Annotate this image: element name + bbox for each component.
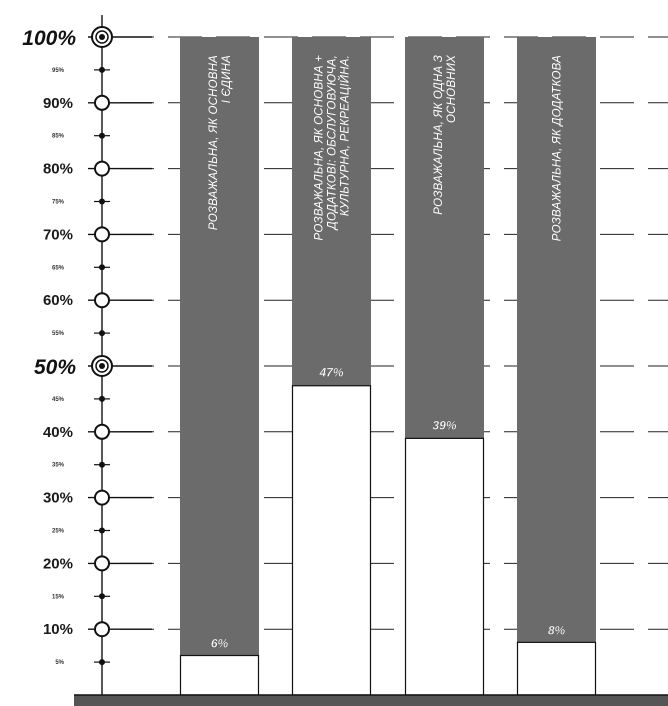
y-tick-label-70: 70% [43,226,73,243]
minor-tick-dot-55 [99,330,105,337]
category-label-2: РОЗВАЖАЛЬНА, ЯК ОСНОВНА + ДОДАТКОВІ: ОБСЛ… [314,55,352,241]
value-label-2: 47% [318,366,343,380]
tick-circle-60 [94,292,110,309]
bars [179,37,597,696]
y-tick-label-40: 40% [43,424,73,441]
minor-tick-dot-5 [99,659,105,666]
category-label-1: РОЗВАЖАЛЬНА, ЯК ОСНОВНА І ЄДИНА [208,55,233,230]
y-tick-label-65: 65% [52,265,65,271]
bar-2 [291,385,372,696]
y-tick-label-90: 90% [43,95,73,112]
tick-circle-40 [94,423,110,440]
minor-tick-dot-75 [99,198,105,205]
tick-circle-30 [94,489,110,506]
y-axis [74,15,668,706]
minor-tick-dot-95 [99,66,105,73]
y-tick-label-35: 35% [52,463,65,469]
value-label-1: 6% [211,637,229,651]
y-tick-label-60: 60% [43,292,73,309]
y-tick-labels: 10% 20% 30% 40% 50% 60% 70% 80% 90% 100% 5% 15% 25% 3… [22,27,76,666]
minor-tick-dot-85 [99,132,105,139]
y-tick-label-100: 100% [22,27,76,50]
y-tick-label-20: 20% [43,555,73,572]
y-tick-label-30: 30% [43,490,73,507]
category-label-1-line-2: І ЄДИНА [221,55,233,103]
y-tick-label-50: 50% [34,356,76,379]
y-tick-label-75: 75% [52,200,65,206]
baseline [74,695,668,706]
value-labels: 6% 47% 39% 8% [211,366,566,651]
y-tick-label-5: 5% [55,660,64,666]
category-label-2-line-3: КУЛЬТУРНА, РЕКРЕАЦІЙНА. [339,55,352,216]
tick-circle-80 [94,160,110,177]
category-label-3: РОЗВАЖАЛЬНА, ЯК ОДНА З ОСНОВНИХ [433,54,458,215]
y-tick-label-55: 55% [52,331,65,337]
bar-4 [516,641,597,696]
y-tick-label-80: 80% [43,161,73,178]
category-label-1-line-1: РОЗВАЖАЛЬНА, ЯК ОСНОВНА [208,55,220,230]
y-tick-label-85: 85% [52,134,65,140]
minor-tick-dot-35 [99,461,105,468]
y-tick-label-10: 10% [43,621,73,638]
minor-tick-dot-45 [99,395,105,402]
tick-circle-90 [94,94,110,111]
minor-tick-dot-15 [99,593,105,600]
bar-background-4 [517,37,596,695]
bar-3 [404,437,485,696]
category-label-4: РОЗВАЖАЛЬНА, ЯК ДОДАТКОВА [552,55,564,241]
minor-tick-dot-25 [99,527,105,534]
tick-circle-dot-50 [99,363,105,369]
value-label-4: 8% [548,623,566,637]
category-label-4-line-1: РОЗВАЖАЛЬНА, ЯК ДОДАТКОВА [552,55,564,241]
category-label-3-line-1: РОЗВАЖАЛЬНА, ЯК ОДНА З [433,55,445,215]
category-labels: РОЗВАЖАЛЬНА, ЯК ОСНОВНА І ЄДИНА РОЗВАЖАЛЬН… [208,54,564,241]
y-tick-label-45: 45% [52,397,65,403]
y-tick-label-95: 95% [52,68,65,74]
tick-circle-70 [94,226,110,243]
tick-circle-dot-100 [99,34,105,40]
y-tick-label-15: 15% [52,594,65,600]
category-label-3-line-2: ОСНОВНИХ [446,54,458,123]
minor-tick-dot-65 [99,264,105,271]
category-label-2-line-2: ДОДАТКОВІ: ОБСЛУГОВУЮЧА, [327,55,339,231]
tick-circle-10 [94,621,110,638]
category-label-2-line-1: РОЗВАЖАЛЬНА, ЯК ОСНОВНА + [314,55,326,241]
bar-background-1 [180,37,259,695]
tick-circle-20 [94,555,110,572]
bar-1 [179,654,260,696]
y-tick-label-25: 25% [52,529,65,535]
value-label-3: 39% [432,418,456,432]
